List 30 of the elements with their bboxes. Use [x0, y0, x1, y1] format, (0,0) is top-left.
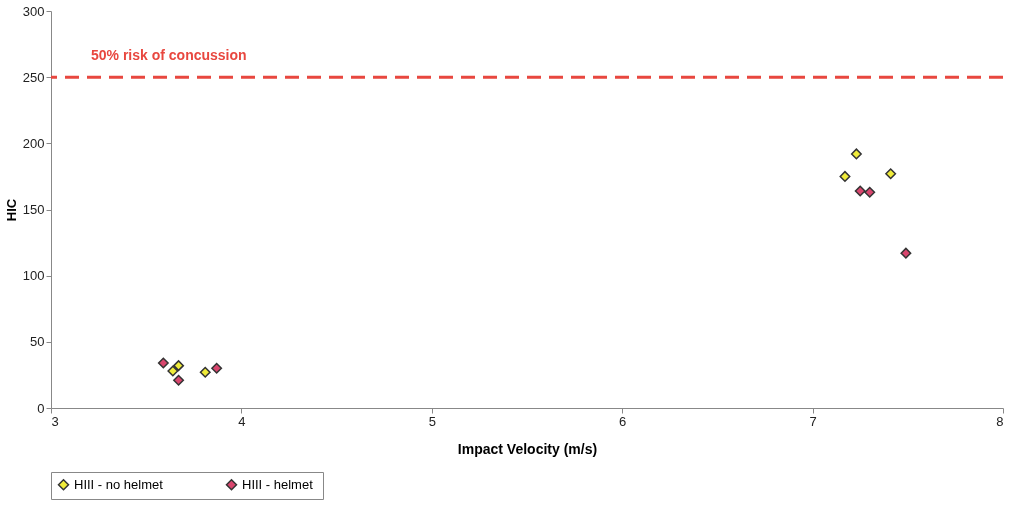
y-tick-label: 300	[22, 3, 45, 19]
x-tick-label: 5	[428, 413, 436, 429]
y-tick-label: 200	[22, 135, 45, 151]
point	[864, 186, 876, 198]
point	[839, 170, 851, 182]
y-tick-label: 100	[22, 268, 45, 284]
point	[199, 366, 211, 378]
x-tick-label: 3	[51, 413, 59, 429]
legend-label: HIII - helmet	[242, 476, 314, 492]
x-tick-label: 7	[809, 413, 817, 429]
point	[854, 185, 866, 197]
point	[167, 365, 179, 377]
point	[900, 247, 912, 259]
ref-line-label: 50% risk of concussion	[91, 47, 247, 64]
point	[850, 148, 862, 160]
legend-label: HIII - no helmet	[74, 476, 164, 492]
y-tick-label: 250	[22, 69, 45, 85]
x-tick-label: 6	[619, 413, 627, 429]
point	[885, 168, 897, 180]
x-tick-label: 4	[238, 413, 246, 429]
point	[157, 357, 169, 369]
x-tick-label: 8	[996, 413, 1004, 429]
y-axis-title: HIC	[3, 198, 19, 222]
y-tick-label: 0	[37, 400, 45, 416]
x-axis-title: Impact Velocity (m/s)	[457, 440, 598, 457]
y-tick-label: 150	[22, 202, 45, 217]
point	[211, 362, 223, 374]
point	[173, 374, 185, 386]
point	[173, 360, 185, 372]
y-tick-label: 50	[30, 334, 45, 350]
